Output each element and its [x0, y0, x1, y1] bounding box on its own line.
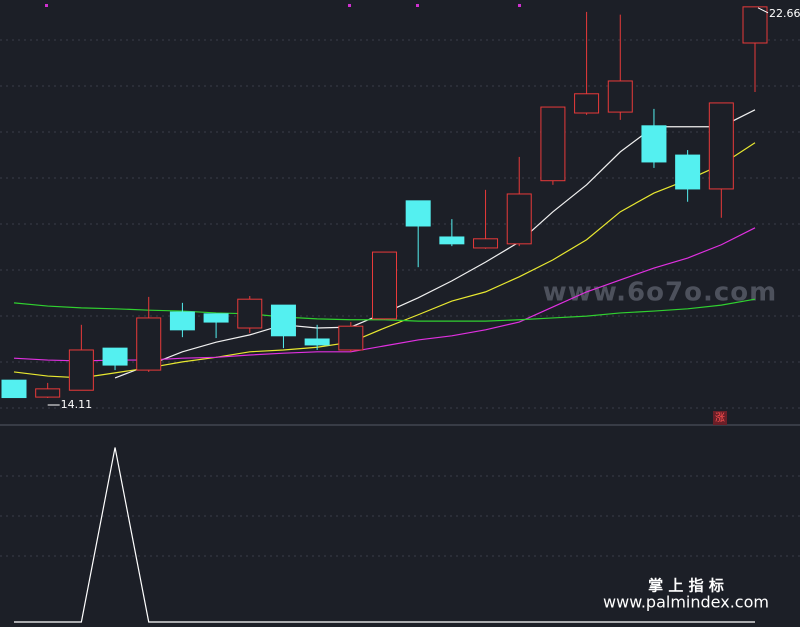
candle-body	[338, 325, 364, 351]
top-markers	[45, 4, 521, 7]
candle-body	[675, 154, 701, 190]
candle-body	[203, 313, 229, 323]
candle-body	[270, 304, 296, 337]
max-label: 22.66	[769, 7, 800, 20]
candle-body	[742, 6, 768, 44]
candle-body	[1, 379, 27, 399]
footer-title: 掌 上 指 标	[648, 577, 724, 595]
candle-body	[68, 349, 94, 391]
rise-label: 涨	[715, 412, 725, 424]
candle-body	[439, 236, 465, 245]
candle-body	[136, 317, 162, 371]
candle-body	[574, 93, 600, 114]
candle-body	[405, 200, 431, 227]
grid	[0, 39, 800, 557]
candle-body	[102, 347, 128, 366]
annotation-arrow	[757, 7, 769, 14]
candle-body	[372, 251, 397, 320]
candle-body	[540, 106, 566, 182]
candle-body	[304, 338, 330, 346]
candle-body	[237, 298, 263, 329]
candle-body	[169, 311, 195, 331]
rise-badge	[713, 411, 727, 425]
candle-body	[35, 388, 61, 398]
watermark: www.6o7o.com	[543, 278, 777, 308]
line	[14, 447, 755, 623]
candle-body	[708, 102, 734, 190]
candle-body	[506, 193, 532, 245]
candle-body	[473, 238, 499, 249]
candle-body	[641, 125, 667, 163]
min-label: 14.11	[61, 398, 93, 411]
footer-url: www.palmindex.com	[603, 593, 769, 612]
candle-body	[607, 80, 633, 113]
